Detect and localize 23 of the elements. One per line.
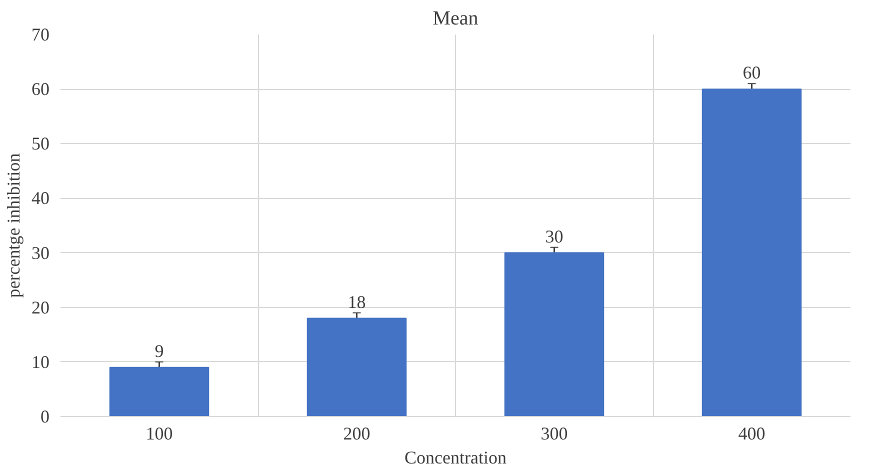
y-tick-label: 40	[32, 188, 50, 208]
y-tick-label: 60	[32, 79, 50, 100]
y-tick-label: 50	[32, 134, 50, 154]
y-tick-label: 0	[40, 406, 50, 426]
y-tick-label: 20	[32, 297, 50, 318]
x-axis-title: Concentration	[404, 448, 506, 468]
x-tick-label: 200	[343, 424, 370, 444]
bar	[109, 366, 210, 416]
y-axis-title: percentge inhibition	[4, 153, 24, 298]
x-tick-label: 400	[738, 424, 766, 444]
bar	[702, 88, 802, 416]
y-tick-label: 70	[32, 24, 50, 44]
chart-title: Mean	[432, 8, 478, 30]
data-label: 60	[742, 62, 761, 83]
y-tick-label: 10	[32, 352, 50, 372]
data-label: 9	[154, 340, 164, 361]
bar	[504, 252, 604, 416]
x-tick-label: 100	[146, 424, 173, 444]
y-tick-label: 30	[32, 242, 50, 263]
x-tick-label: 300	[540, 424, 568, 444]
bar	[306, 318, 407, 416]
data-label: 30	[545, 226, 564, 246]
data-label: 18	[348, 292, 366, 312]
